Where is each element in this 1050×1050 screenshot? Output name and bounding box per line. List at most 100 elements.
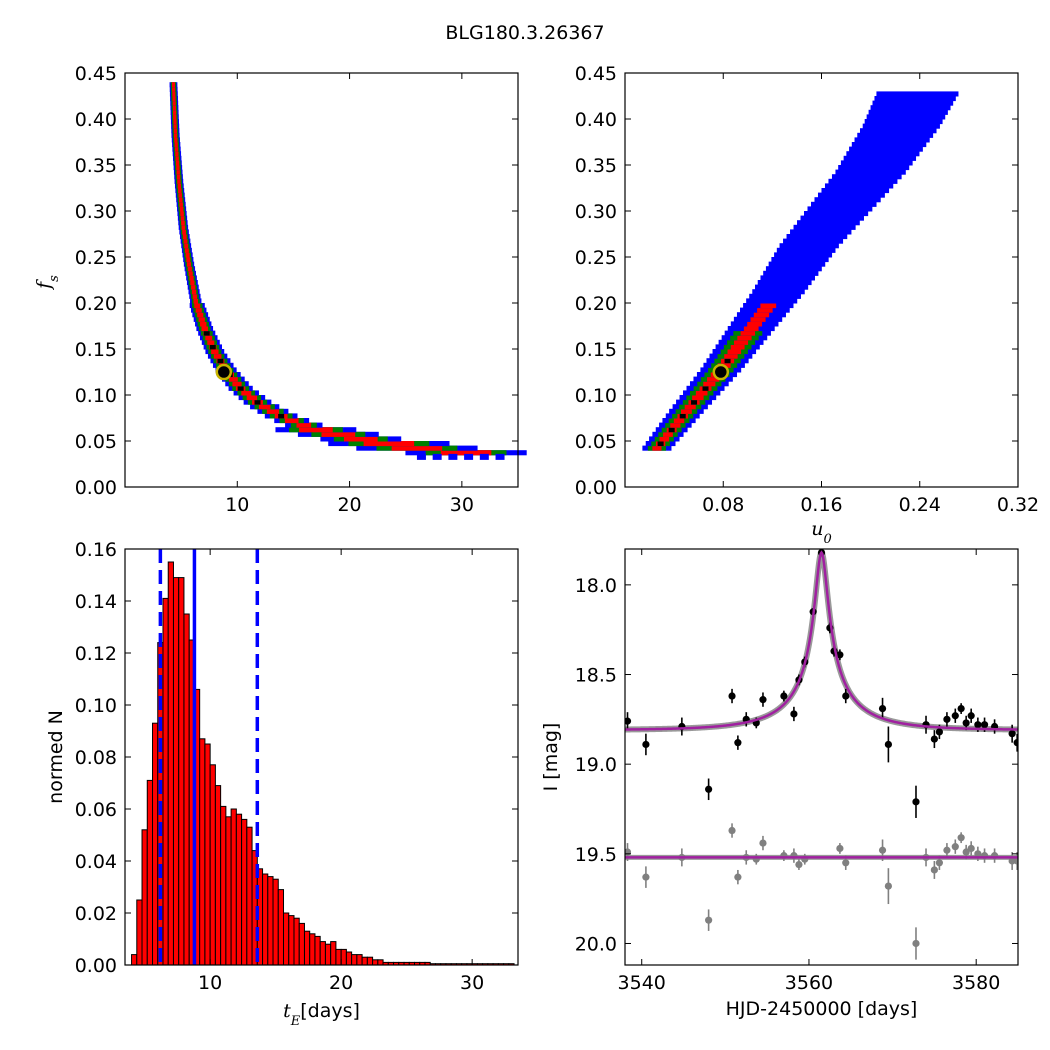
- data-point: [836, 844, 844, 853]
- contour-cell: [296, 422, 312, 428]
- contour-cell: [179, 206, 184, 212]
- tail-cell: [448, 453, 458, 460]
- data-point: [642, 873, 650, 881]
- contour-cell: [183, 238, 188, 244]
- contour-cell: [176, 169, 180, 175]
- data-point: [884, 740, 892, 749]
- hist-bar: [146, 779, 154, 966]
- fs-u0-map: [642, 91, 959, 451]
- contour-cell: [192, 293, 198, 299]
- contour-cell: [730, 344, 745, 350]
- contour-cell: [750, 316, 766, 322]
- contour-cell: [211, 349, 219, 355]
- contour-cell: [838, 165, 910, 171]
- contour-cell: [779, 243, 839, 249]
- contour-cell: [692, 395, 704, 401]
- contour-cell: [178, 197, 183, 203]
- hist-bar: [167, 561, 174, 966]
- x-tick-label: 0.16: [800, 494, 842, 516]
- contour-cell: [181, 224, 186, 230]
- y-tick-label: 0.05: [575, 431, 617, 453]
- contour-cell: [851, 142, 927, 148]
- y-tick-label: 0.25: [75, 247, 117, 269]
- hist-bar: [293, 917, 300, 966]
- data-point: [842, 859, 850, 867]
- contour-cell: [870, 105, 951, 111]
- y-tick-label: 0.16: [75, 539, 117, 561]
- hist-bar: [361, 956, 368, 966]
- hist-bar: [235, 813, 243, 966]
- contour-cell: [821, 188, 890, 194]
- contour-cell: [746, 298, 798, 304]
- contour-cell: [757, 307, 773, 313]
- contour-cell: [737, 335, 752, 341]
- core-cell: [724, 358, 731, 364]
- contour-cell: [172, 100, 176, 106]
- hist-bar: [136, 899, 143, 966]
- hist-bar: [298, 922, 305, 966]
- contour-cell: [284, 418, 299, 424]
- hist-bar: [241, 818, 248, 966]
- hist-bar: [366, 956, 374, 966]
- contour-cell: [849, 146, 923, 152]
- contour-cell: [724, 353, 738, 359]
- contour-cell: [755, 284, 809, 290]
- hist-bar: [324, 943, 332, 966]
- contour-cell: [817, 192, 885, 198]
- core-cell: [702, 385, 709, 391]
- y-tick-label: 0.02: [75, 903, 117, 925]
- contour-cell: [266, 408, 279, 414]
- contour-cell: [182, 234, 187, 240]
- y-tick-label: 18.0: [575, 575, 617, 597]
- contour-cell: [857, 132, 934, 138]
- hist-bar: [162, 597, 169, 966]
- contour-cell: [200, 321, 207, 327]
- contour-cell: [175, 160, 180, 166]
- contour-cell: [190, 280, 195, 286]
- hist-bar: [262, 873, 269, 966]
- hist-bar: [351, 954, 358, 966]
- data-point: [836, 651, 844, 659]
- contour-cell: [191, 284, 196, 290]
- x-tick-label: 0.24: [899, 494, 941, 516]
- hist-bar: [319, 941, 326, 966]
- contour-cell: [874, 96, 956, 102]
- x-tick-label: 0.08: [702, 494, 744, 516]
- contour-cell: [760, 275, 815, 281]
- contour-cell: [321, 431, 356, 437]
- x-tick-label: 0.32: [997, 494, 1039, 516]
- contour-cell: [695, 390, 708, 396]
- contour-cell: [246, 395, 258, 401]
- contour-cell: [177, 178, 181, 184]
- contour-cell: [213, 353, 222, 359]
- hist-bar: [131, 954, 138, 966]
- hist-ylabel: normed N: [45, 710, 67, 804]
- contour-cell: [185, 252, 190, 258]
- contour-cell: [189, 275, 194, 281]
- u0-axis-label: u0: [811, 518, 832, 547]
- contour-cell: [174, 137, 178, 143]
- contour-cell: [757, 280, 812, 286]
- y-tick-label: 0.00: [75, 477, 117, 499]
- data-point: [884, 882, 892, 890]
- hist-bar: [225, 816, 232, 966]
- hist-bar: [178, 577, 185, 966]
- contour-cell: [228, 376, 238, 382]
- contour-cell: [186, 261, 192, 267]
- contour-cell: [258, 404, 271, 410]
- y-tick-label: 0.04: [75, 851, 117, 873]
- hist-bar: [335, 948, 342, 966]
- contour-cell: [187, 266, 192, 272]
- hist-bar: [283, 912, 290, 966]
- contour-cell: [740, 330, 756, 336]
- core-cell: [679, 413, 686, 419]
- fs-tE-map: [169, 82, 527, 460]
- y-tick-label: 0.30: [575, 201, 617, 223]
- hist-bar: [303, 930, 311, 966]
- contour-cell: [763, 270, 819, 276]
- data-point: [625, 717, 632, 725]
- y-tick-label: 18.5: [575, 665, 617, 687]
- data-point: [912, 939, 920, 948]
- y-tick-label: 0.15: [75, 339, 117, 361]
- hist-bar: [356, 954, 363, 966]
